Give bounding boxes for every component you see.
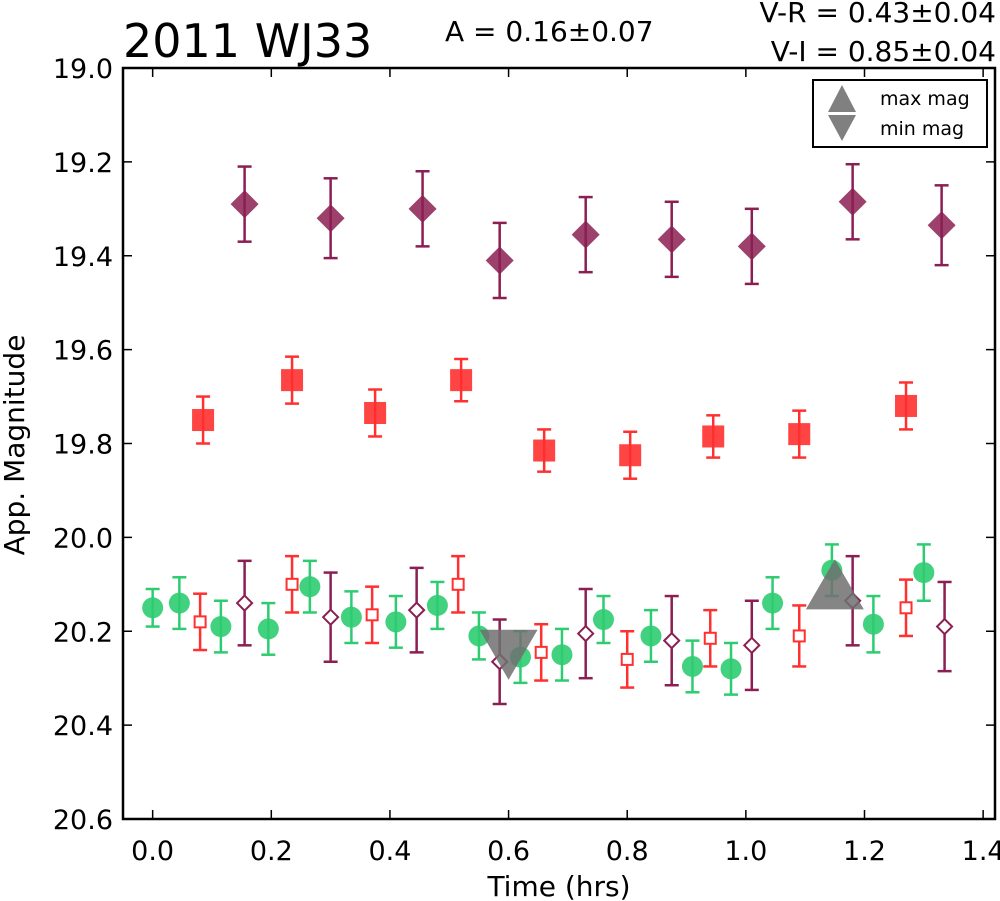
x-tick-label: 1.2 [843, 836, 886, 867]
series-square-open [193, 554, 914, 689]
y-tick-label: 19.4 [53, 242, 113, 273]
y-tick-label: 19.0 [53, 54, 113, 85]
extrema-markers [479, 559, 864, 680]
series-diamond-filled [230, 162, 956, 300]
legend-min-mag-label: min mag [880, 118, 964, 140]
data-point-circle-filled [385, 611, 407, 633]
legend-max-mag-marker [828, 85, 856, 112]
data-point-circle-filled [720, 658, 742, 680]
data-point-circle-filled [168, 592, 190, 614]
data-point-diamond-open [662, 631, 681, 650]
data-point-square-open [285, 577, 299, 591]
y-axis-label: App. Magnitude [0, 335, 31, 556]
x-tick-label: 0.8 [606, 836, 649, 867]
data-point-diamond-filled [571, 220, 600, 249]
legend-min-mag-marker [828, 115, 856, 141]
data-point-diamond-filled [838, 187, 867, 216]
series-square-filled [192, 355, 918, 480]
data-point-diamond-open [235, 594, 254, 613]
data-point-circle-filled [762, 592, 784, 614]
data-point-diamond-filled [408, 194, 437, 223]
x-tick-label: 1.0 [724, 836, 767, 867]
data-point-circle-filled [913, 562, 935, 584]
data-points [142, 162, 956, 706]
x-tick-label: 0.4 [368, 836, 411, 867]
legend: max mag min mag [812, 79, 988, 148]
x-tick-label: 0.6 [487, 836, 530, 867]
x-axis-label: Time (hrs) [486, 870, 630, 901]
v-r-annotation: V-R = 0.43±0.04 [760, 0, 996, 29]
data-point-diamond-open [576, 624, 595, 643]
data-point-square-open [534, 645, 548, 659]
data-point-diamond-filled [927, 211, 956, 240]
y-tick-label: 20.6 [53, 805, 113, 836]
min-mag-marker [479, 629, 538, 680]
data-point-diamond-open [935, 617, 954, 636]
data-point-square-filled [450, 369, 473, 392]
data-point-square-filled [895, 394, 918, 417]
v-i-annotation: V-I = 0.85±0.04 [771, 35, 996, 68]
max-mag-marker [805, 559, 864, 610]
x-tick-label: 1.4 [962, 836, 1000, 867]
data-point-square-filled [702, 425, 725, 448]
data-point-circle-filled [299, 576, 321, 598]
data-point-diamond-open [407, 601, 426, 620]
chart-title: 2011 WJ33 [123, 14, 372, 68]
y-tick-label: 19.6 [53, 336, 113, 367]
data-point-square-open [365, 608, 379, 622]
y-tick-label: 19.2 [53, 148, 113, 179]
y-tick-label: 19.8 [53, 430, 113, 461]
data-point-square-open [703, 631, 717, 645]
data-point-circle-filled [210, 616, 232, 638]
data-point-diamond-filled [657, 225, 686, 254]
y-tick-label: 20.2 [53, 617, 113, 648]
y-tick-label: 20.0 [53, 523, 113, 554]
data-point-square-open [451, 577, 465, 591]
data-point-diamond-filled [485, 246, 514, 275]
y-tick-label: 20.4 [53, 711, 113, 742]
data-point-diamond-filled [316, 204, 345, 233]
data-point-circle-filled [681, 655, 703, 677]
data-point-square-filled [533, 439, 556, 462]
data-point-diamond-open [742, 636, 761, 655]
axis-ticks: 0.0 0.2 0.4 0.6 0.8 1.0 1.2 1.4 19.0 19.2 19.4 19.6… [53, 54, 1000, 867]
data-point-circle-filled [340, 606, 362, 628]
legend-max-mag-label: max mag [880, 88, 970, 110]
data-point-square-open [792, 629, 806, 643]
data-point-square-open [193, 615, 207, 629]
data-point-diamond-filled [737, 232, 766, 261]
data-point-circle-filled [862, 613, 884, 635]
data-point-square-filled [364, 401, 387, 424]
data-point-circle-filled [592, 609, 614, 631]
data-point-diamond-filled [230, 190, 259, 219]
amplitude-annotation: A = 0.16±0.07 [445, 15, 654, 48]
data-point-circle-filled [426, 594, 448, 616]
data-point-square-filled [192, 409, 215, 432]
x-tick-label: 0.2 [250, 836, 293, 867]
data-point-circle-filled [257, 618, 279, 640]
data-point-square-filled [788, 423, 811, 446]
plot-frame [121, 66, 997, 821]
data-point-square-open [620, 652, 634, 666]
x-tick-label: 0.0 [131, 836, 174, 867]
data-point-square-open [899, 601, 913, 615]
data-point-square-filled [619, 444, 642, 467]
data-point-circle-filled [551, 644, 573, 666]
data-point-circle-filled [640, 625, 662, 647]
data-point-circle-filled [142, 597, 164, 619]
data-point-square-filled [281, 369, 304, 392]
data-point-diamond-open [321, 608, 340, 627]
series-circle-filled [142, 543, 935, 696]
